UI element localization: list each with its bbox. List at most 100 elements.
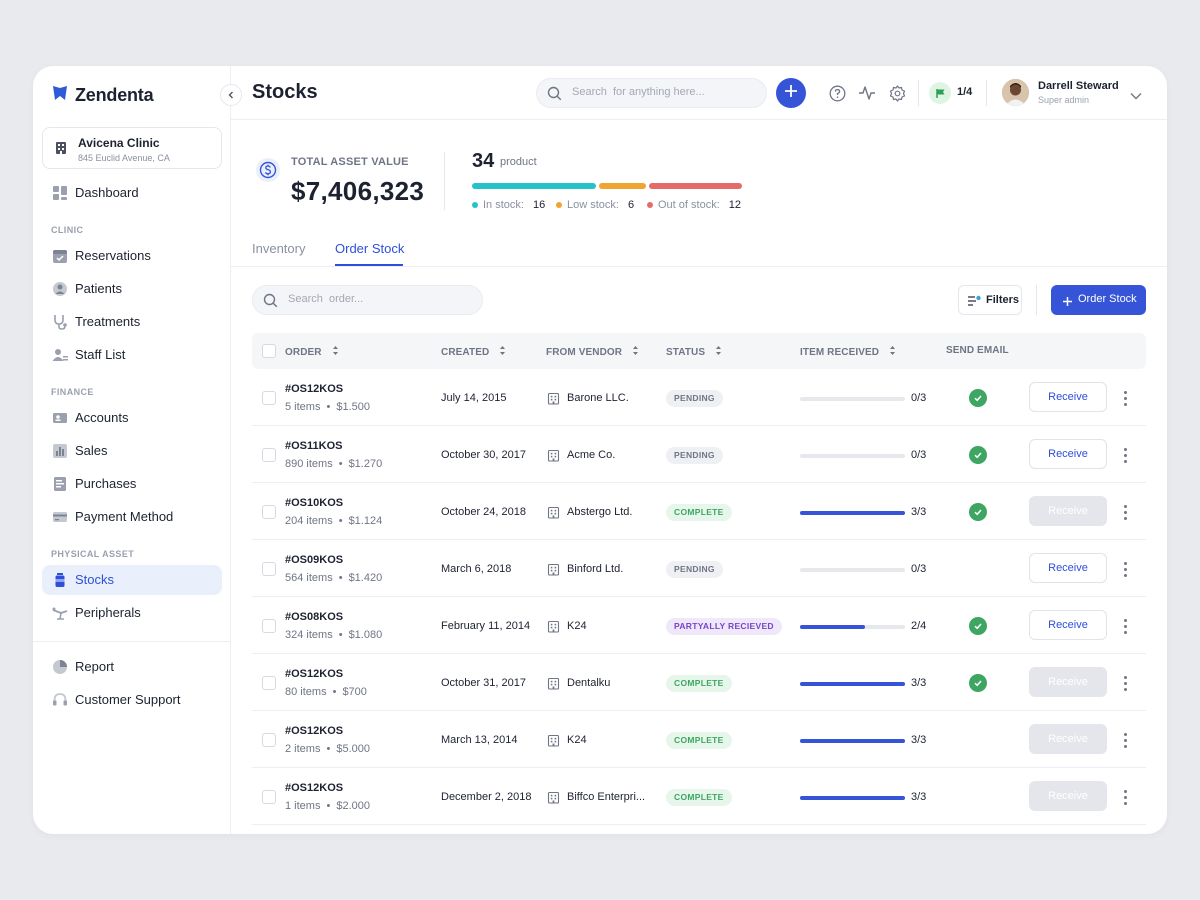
dashboard-icon	[52, 185, 68, 201]
sidebar-item-payment-method[interactable]: Payment Method	[42, 502, 222, 532]
sidebar-item-dashboard[interactable]: Dashboard	[42, 178, 222, 208]
status-badge: COMPLETE	[666, 504, 732, 521]
sort-icon	[889, 345, 896, 359]
avatar[interactable]	[1002, 79, 1029, 106]
settings-gear-icon[interactable]	[887, 83, 907, 103]
sidebar-item-report[interactable]: Report	[42, 652, 222, 682]
row-checkbox[interactable]	[262, 790, 276, 804]
row-checkbox[interactable]	[262, 448, 276, 462]
receive-button[interactable]: Receive	[1029, 439, 1107, 469]
select-all-checkbox[interactable]	[262, 344, 276, 358]
order-items: 564 items	[285, 572, 333, 584]
clinic-selector[interactable]: Avicena Clinic 845 Euclid Avenue, CA	[42, 127, 222, 169]
sidebar-item-treatments[interactable]: Treatments	[42, 307, 222, 337]
row-checkbox[interactable]	[262, 391, 276, 405]
tab-inventory[interactable]: Inventory	[252, 241, 306, 256]
chevron-down-icon[interactable]	[1130, 87, 1142, 105]
order-stock-button[interactable]: Order Stock	[1051, 285, 1146, 315]
column-from-vendor[interactable]: FROM VENDOR	[546, 345, 639, 359]
sidebar-item-accounts[interactable]: Accounts	[42, 403, 222, 433]
sidebar-collapse-button[interactable]	[220, 84, 242, 106]
vendor-name: Biffco Enterpri...	[567, 791, 646, 803]
receive-button[interactable]: Receive	[1029, 724, 1107, 754]
more-options-icon[interactable]	[1118, 388, 1132, 408]
column-item-received[interactable]: ITEM RECEIVED	[800, 345, 896, 359]
order-items: 5 items	[285, 401, 321, 413]
receive-button[interactable]: Receive	[1029, 382, 1107, 412]
order-search-input[interactable]	[288, 293, 473, 305]
filters-button[interactable]: Filters	[958, 285, 1022, 315]
more-options-icon[interactable]	[1118, 787, 1132, 807]
row-checkbox[interactable]	[262, 676, 276, 690]
toolbar-divider	[1036, 285, 1037, 315]
tab-order-stock[interactable]: Order Stock	[335, 241, 405, 256]
table-row[interactable]: #OS10KOS 204 items • $1.124 October 24, 2018…	[252, 483, 1146, 540]
more-options-icon[interactable]	[1118, 502, 1132, 522]
check-circle-icon	[969, 446, 987, 464]
add-new-button[interactable]	[776, 78, 806, 108]
more-options-icon[interactable]	[1118, 616, 1132, 636]
sidebar-item-staff-list[interactable]: Staff List	[42, 340, 222, 370]
more-options-icon[interactable]	[1118, 673, 1132, 693]
order-amount: $2.000	[336, 800, 370, 812]
sidebar-item-purchases[interactable]: Purchases	[42, 469, 222, 499]
logo-icon	[51, 84, 69, 107]
header-divider	[918, 80, 919, 106]
headset-icon	[52, 692, 68, 708]
created-date: February 11, 2014	[441, 620, 531, 632]
more-options-icon[interactable]	[1118, 730, 1132, 750]
row-checkbox[interactable]	[262, 562, 276, 576]
order-id: #OS12KOS	[285, 383, 344, 395]
sidebar-item-stocks[interactable]: Stocks	[42, 565, 222, 595]
table-row[interactable]: #OS12KOS 1 items • $2.000 December 2, 2018 Bi…	[252, 768, 1146, 825]
column-status[interactable]: STATUS	[666, 345, 722, 359]
order-search[interactable]	[252, 285, 483, 315]
table-row[interactable]: #OS09KOS 564 items • $1.420 March 6, 2018 Bin…	[252, 540, 1146, 597]
receive-button[interactable]: Receive	[1029, 496, 1107, 526]
row-checkbox[interactable]	[262, 619, 276, 633]
received-count: 0/3	[911, 563, 927, 575]
sidebar-item-customer-support[interactable]: Customer Support	[42, 685, 222, 715]
received-progress-bar	[800, 397, 905, 401]
bullet-separator: •	[338, 458, 343, 470]
received-progress-fill	[800, 796, 905, 800]
more-options-icon[interactable]	[1118, 445, 1132, 465]
order-meta: 890 items • $1.270	[285, 458, 382, 470]
help-icon[interactable]	[827, 83, 847, 103]
more-options-icon[interactable]	[1118, 559, 1132, 579]
column-created[interactable]: CREATED	[441, 345, 506, 359]
order-items: 80 items	[285, 686, 327, 698]
filter-icon	[967, 294, 981, 312]
user-circle-icon	[52, 281, 68, 297]
received-count: 3/3	[911, 677, 927, 689]
receive-button[interactable]: Receive	[1029, 610, 1107, 640]
brand[interactable]: Zendenta	[51, 84, 154, 107]
sidebar-item-sales[interactable]: Sales	[42, 436, 222, 466]
sidebar-item-reservations[interactable]: Reservations	[42, 241, 222, 271]
sidebar-item-patients[interactable]: Patients	[42, 274, 222, 304]
tabs-divider	[231, 266, 1167, 267]
table-row[interactable]: #OS12KOS 5 items • $1.500 July 14, 2015 Baron…	[252, 369, 1146, 426]
sidebar-item-label: Reservations	[75, 248, 151, 263]
table-row[interactable]: #OS12KOS 2 items • $5.000 March 13, 2014 K24 C…	[252, 711, 1146, 768]
received-count: 3/3	[911, 791, 927, 803]
sidebar: Zendenta Avicena Clinic 845 Euclid Avenu…	[33, 66, 231, 834]
table-row[interactable]: #OS08KOS 324 items • $1.080 February 11, 201…	[252, 597, 1146, 654]
sidebar-item-label: Peripherals	[75, 605, 141, 620]
global-search[interactable]	[536, 78, 767, 108]
global-search-input[interactable]	[572, 86, 757, 98]
page-title: Stocks	[252, 81, 318, 103]
table-row[interactable]: #OS12KOS 80 items • $700 October 31, 2017 Den…	[252, 654, 1146, 711]
receive-button[interactable]: Receive	[1029, 553, 1107, 583]
row-checkbox[interactable]	[262, 733, 276, 747]
table-row[interactable]: #OS11KOS 890 items • $1.270 October 30, 2017…	[252, 426, 1146, 483]
receive-button[interactable]: Receive	[1029, 667, 1107, 697]
row-checkbox[interactable]	[262, 505, 276, 519]
flag-icon[interactable]	[929, 82, 951, 104]
receive-button[interactable]: Receive	[1029, 781, 1107, 811]
activity-icon[interactable]	[857, 83, 877, 103]
column-order[interactable]: ORDER	[285, 345, 339, 359]
order-meta: 324 items • $1.080	[285, 629, 382, 641]
order-stock-label: Order Stock	[1078, 293, 1137, 305]
sidebar-item-peripherals[interactable]: Peripherals	[42, 598, 222, 628]
